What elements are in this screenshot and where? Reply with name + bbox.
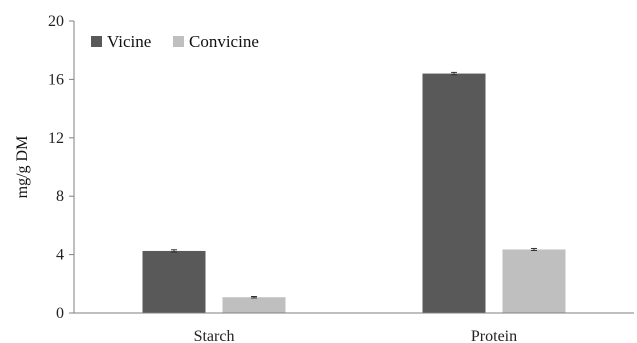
legend: Vicine Convicine — [91, 32, 259, 51]
bar — [142, 250, 206, 313]
y-tick-label: 0 — [56, 305, 64, 322]
bars-group — [142, 71, 566, 313]
x-tick-label: Starch — [194, 328, 235, 343]
bar — [222, 297, 286, 313]
bar — [502, 249, 566, 313]
y-tick-label: 16 — [48, 71, 64, 88]
x-tick-label: Protein — [471, 328, 517, 343]
y-tick-label: 12 — [48, 130, 64, 147]
x-axis: Starch Protein — [194, 328, 518, 343]
legend-swatch-vicine — [91, 36, 102, 47]
legend-swatch-convicine — [173, 36, 184, 47]
legend-label-convicine: Convicine — [189, 32, 259, 51]
y-tick-label: 4 — [56, 247, 64, 264]
y-tick-label: 8 — [56, 188, 64, 205]
y-axis: 0 4 8 12 16 20 — [48, 13, 74, 322]
bar — [422, 73, 486, 313]
y-axis-title: mg/g DM — [14, 136, 31, 199]
y-tick-label: 20 — [48, 13, 64, 30]
legend-label-vicine: Vicine — [107, 32, 151, 51]
